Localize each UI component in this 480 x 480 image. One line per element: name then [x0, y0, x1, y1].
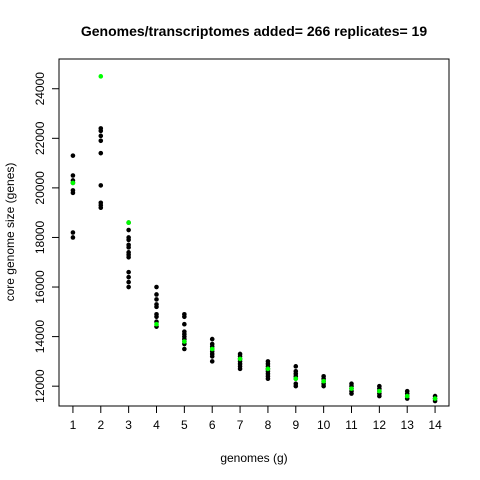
plot-area	[58, 58, 450, 407]
replicate-point	[126, 227, 131, 233]
x-axis: 1 2 3 4 5 6 7 8 9 10 11 12 13 14	[70, 405, 442, 432]
replicate-point	[126, 269, 131, 275]
replicate-point	[377, 393, 382, 399]
replicate-point	[154, 304, 159, 310]
x-tick-label: 11	[345, 418, 358, 432]
y-axis-title: core genome size (genes)	[3, 163, 17, 302]
x-axis-title: genomes (g)	[220, 451, 287, 465]
y-tick-label: 18000	[33, 220, 47, 254]
x-tick-label: 9	[292, 418, 299, 432]
highlight-point	[182, 339, 187, 344]
highlight-point	[349, 386, 354, 391]
replicate-point	[70, 230, 76, 235]
y-tick-label: 24000	[33, 72, 47, 106]
replicate-point	[126, 245, 131, 250]
replicate-point	[98, 183, 104, 188]
replicate-point	[154, 297, 159, 302]
x-tick-label: 3	[125, 418, 132, 432]
x-tick-label: 5	[181, 418, 188, 432]
replicate-point	[126, 254, 131, 260]
x-tick-label: 13	[401, 418, 415, 432]
replicate-point	[209, 336, 215, 342]
chart-title: Genomes/transcriptomes added= 266 replic…	[81, 23, 427, 39]
replicate-point	[154, 284, 159, 290]
replicate-point	[98, 133, 104, 139]
replicate-point	[98, 205, 104, 211]
replicate-point	[126, 284, 131, 290]
replicate-point	[182, 314, 187, 320]
y-tick-label: 14000	[33, 320, 47, 354]
y-tick-label: 20000	[33, 171, 47, 205]
x-tick-label: 14	[428, 418, 442, 432]
replicate-point	[265, 376, 271, 382]
highlight-point	[293, 376, 299, 382]
replicate-point	[209, 354, 215, 359]
y-tick-label: 16000	[33, 270, 47, 304]
replicate-point	[126, 274, 131, 280]
y-tick-label: 22000	[33, 121, 47, 155]
plot-frame	[58, 58, 450, 407]
replicate-point	[98, 128, 104, 134]
replicate-point	[98, 138, 104, 144]
replicate-point	[293, 364, 299, 369]
replicate-point	[349, 391, 354, 396]
highlight-point	[404, 393, 410, 399]
replicate-point	[126, 237, 131, 243]
replicate-point	[182, 321, 187, 327]
x-tick-label: 12	[373, 418, 387, 432]
highlight-point	[265, 366, 271, 372]
replicate-point	[293, 383, 299, 389]
replicate-point	[98, 150, 104, 156]
replicate-point	[154, 314, 159, 320]
x-tick-label: 2	[97, 418, 104, 432]
highlight-point	[126, 220, 131, 225]
x-tick-label: 8	[265, 418, 272, 432]
replicate-point	[154, 292, 159, 297]
replicate-point	[70, 190, 76, 196]
x-tick-label: 4	[153, 418, 160, 432]
x-tick-label: 10	[317, 418, 331, 432]
highlight-point	[377, 388, 382, 394]
highlight-point	[209, 346, 215, 352]
replicate-point	[126, 279, 131, 285]
highlight-point	[432, 396, 438, 401]
x-tick-label: 7	[237, 418, 244, 432]
y-tick-label: 12000	[33, 369, 47, 403]
replicate-point	[70, 173, 76, 178]
highlight-point	[237, 356, 243, 362]
x-tick-label: 6	[209, 418, 216, 432]
y-axis: 12000 14000 16000 18000 20000 22000 24000	[33, 72, 60, 403]
replicate-point	[70, 153, 76, 158]
data-points	[70, 74, 438, 404]
highlight-point	[70, 180, 76, 186]
replicate-point	[321, 383, 326, 389]
x-tick-label: 1	[70, 418, 77, 432]
replicate-point	[237, 366, 243, 372]
highlight-point	[98, 74, 104, 79]
highlight-point	[154, 321, 159, 327]
replicate-point	[70, 235, 76, 240]
replicate-point	[209, 359, 215, 364]
replicate-point	[182, 346, 187, 352]
highlight-point	[321, 378, 326, 384]
